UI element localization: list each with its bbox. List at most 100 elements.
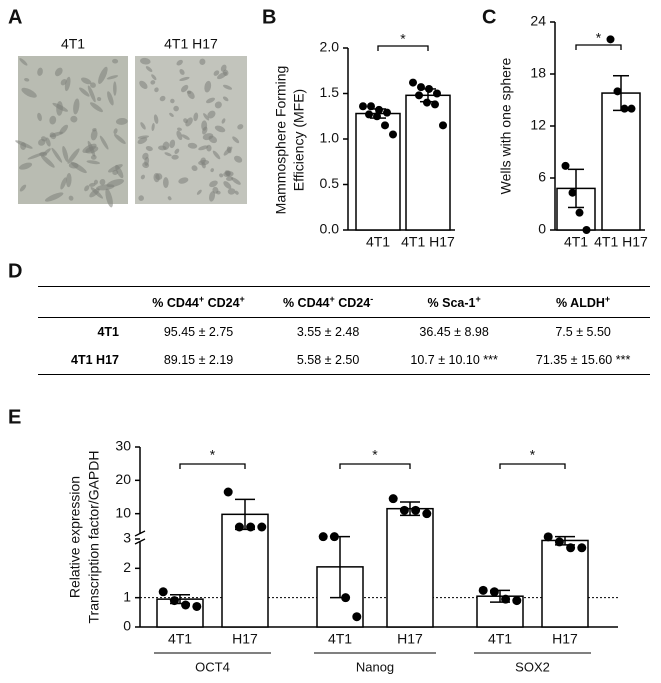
data-point <box>561 161 570 170</box>
group-label: SOX2 <box>515 659 550 674</box>
data-point <box>399 505 409 515</box>
cell <box>97 97 102 102</box>
cell <box>225 170 231 177</box>
cell <box>49 132 57 140</box>
cell <box>220 64 227 72</box>
cell <box>88 182 96 187</box>
cell <box>234 190 239 195</box>
data-point <box>318 532 328 542</box>
cell <box>210 168 214 173</box>
cell <box>70 115 78 123</box>
cell <box>79 87 90 97</box>
cell <box>151 123 155 132</box>
header-text: CD24 <box>334 296 371 311</box>
header-cell: % Sca-1+ <box>392 286 517 318</box>
cell <box>232 136 240 144</box>
cell <box>177 127 182 131</box>
data-point <box>409 78 417 87</box>
data-point <box>415 91 423 100</box>
cell <box>193 112 199 122</box>
x-tick-label: 4T1 <box>366 234 390 250</box>
data-point <box>568 188 577 197</box>
x-tick-label: 4T1 H17 <box>594 234 648 250</box>
table-cell: 95.45 ± 2.75 <box>163 325 234 339</box>
data-point <box>582 226 591 234</box>
x-tick-label: 4T1 <box>488 631 512 647</box>
y-tick-label: 1.5 <box>320 84 340 100</box>
data-point <box>389 130 397 139</box>
cell <box>174 148 180 154</box>
data-point <box>367 102 375 111</box>
cell <box>204 80 212 93</box>
cell <box>113 128 118 135</box>
table-cell: 5.58 ± 2.50 <box>296 353 360 367</box>
cell <box>38 138 46 146</box>
data-point <box>417 83 425 92</box>
micrographs <box>15 56 247 208</box>
bar <box>221 513 269 628</box>
y-tick-label: 24 <box>530 13 546 29</box>
cell <box>99 135 109 150</box>
cell <box>185 117 193 127</box>
y-axis-label: Transcription factor/GAPDH <box>86 451 102 624</box>
y-tick-label: 3 <box>123 530 131 546</box>
cell <box>15 140 33 149</box>
cell <box>68 195 74 201</box>
cell <box>206 144 212 152</box>
cell <box>115 164 124 179</box>
cell <box>84 185 90 192</box>
header-row: % CD44+ CD24+% CD44+ CD24-% Sca-1+% ALDH… <box>38 286 650 318</box>
data-point <box>359 102 367 111</box>
cell <box>39 151 48 157</box>
header-text: % CD44 <box>282 296 330 311</box>
cell <box>191 165 198 172</box>
cell <box>19 184 27 192</box>
cell <box>114 133 126 145</box>
data-point <box>373 112 381 121</box>
panel-letter: D <box>8 260 22 282</box>
data-point <box>425 84 433 93</box>
y-tick-label: 2.0 <box>320 39 340 55</box>
superscript: + <box>239 293 245 304</box>
cell <box>99 178 106 186</box>
superscript: + <box>329 293 335 304</box>
significance-bracket <box>339 463 411 469</box>
data-point <box>192 601 202 611</box>
cell <box>187 142 198 149</box>
y-tick-label: 0 <box>538 221 546 237</box>
cell <box>64 76 71 92</box>
cell <box>154 87 159 93</box>
significance-label: * <box>372 447 378 463</box>
cell <box>107 91 114 106</box>
y-tick-label: 6 <box>538 169 546 185</box>
bar <box>386 507 434 628</box>
cell <box>207 110 216 119</box>
superscript: + <box>475 293 481 304</box>
cell <box>202 126 208 135</box>
x-tick-label: 4T1 <box>564 234 588 250</box>
header-cell <box>38 286 133 318</box>
x-tick-label: 4T1 <box>168 631 192 647</box>
cell <box>231 177 241 185</box>
cell <box>18 162 33 170</box>
y-tick-label: 20 <box>115 471 131 487</box>
data-point <box>627 104 636 113</box>
cell <box>222 84 233 90</box>
data-point <box>577 543 587 553</box>
cell <box>150 80 156 85</box>
row-label: 4T1 <box>97 325 119 339</box>
cell <box>203 113 210 121</box>
cell <box>49 115 57 125</box>
cell <box>54 67 63 77</box>
cell <box>73 98 80 115</box>
significance-label: * <box>400 31 406 47</box>
cell <box>180 84 189 93</box>
data-point <box>613 87 622 96</box>
cell <box>65 173 72 188</box>
data-point <box>234 522 244 532</box>
cell <box>176 59 183 66</box>
cell <box>68 162 79 169</box>
cell <box>96 184 115 191</box>
micrograph <box>18 56 128 204</box>
